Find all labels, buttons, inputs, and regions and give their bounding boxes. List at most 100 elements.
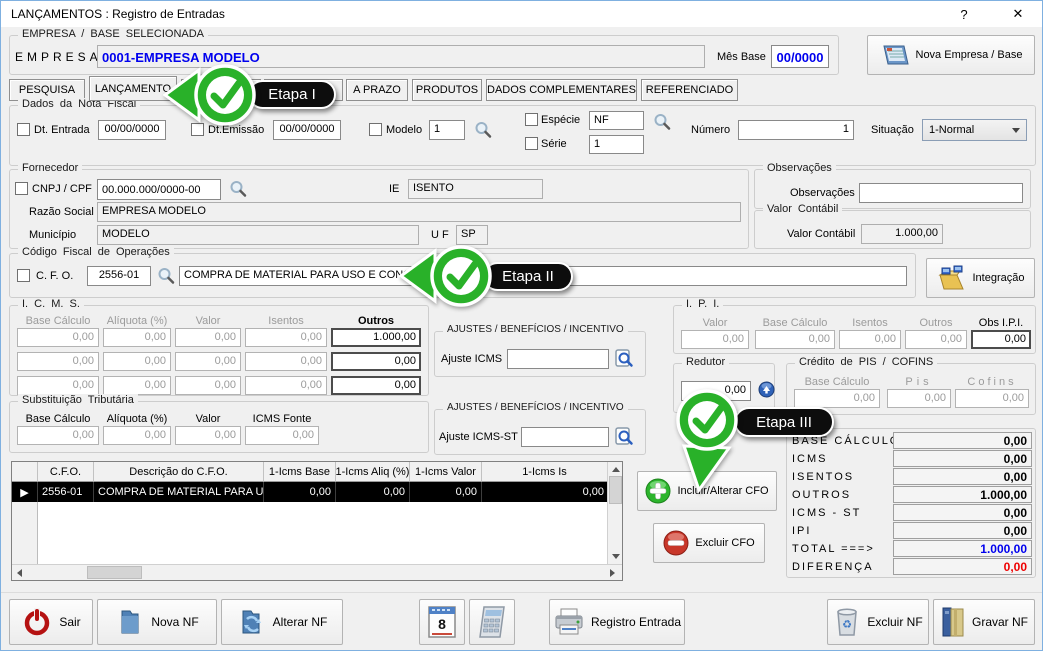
excluir-nf-button[interactable]: ♻ Excluir NF [827,599,929,645]
hscroll-thumb[interactable] [87,566,142,579]
alterar-nf-button[interactable]: Alterar NF [221,599,343,645]
ajuste-icms-st-field[interactable] [521,427,609,447]
ajuste-icms-st-lookup-icon[interactable] [615,427,634,446]
redutor-sphere-icon[interactable] [758,381,777,400]
cfo-table[interactable]: C.F.O. Descrição do C.F.O. 1-Icms Base 1… [11,461,623,581]
cnpj-checkbox[interactable] [15,182,28,195]
ajuste-icms-lookup-icon[interactable] [615,349,634,368]
tab-dados-complementares[interactable]: DADOS COMPLEMENTARES [486,79,637,101]
subst-cell[interactable]: 0,00 [17,426,99,445]
dt-entrada-field[interactable]: 00/00/0000 [98,120,166,140]
scroll-left-icon[interactable] [17,569,22,577]
especie-checkbox[interactable] [525,113,538,126]
icms-cell[interactable]: 0,00 [103,376,171,395]
table-row-marker: ▶ [12,482,38,502]
icms-cell[interactable]: 0,00 [175,376,241,395]
excluir-cfo-button[interactable]: Excluir CFO [653,523,765,563]
mes-base-field[interactable]: 00/0000 [771,45,829,68]
pis-cofins-cell[interactable]: 0,00 [955,389,1029,408]
subst-cell[interactable]: 0,00 [175,426,241,445]
table-hscrollbar[interactable] [12,564,622,580]
table-header-descricao[interactable]: Descrição do C.F.O. [94,462,264,482]
ipi-cell[interactable]: 0,00 [755,330,835,349]
icms-cell[interactable]: 0,00 [103,352,171,371]
dt-emissao-field[interactable]: 00/00/0000 [273,120,341,140]
dt-emissao-checkbox[interactable] [191,123,204,136]
serie-checkbox[interactable] [525,137,538,150]
cnpj-search-icon[interactable] [229,180,248,199]
empresa-field[interactable]: 0001-EMPRESA MODELO [97,45,705,68]
especie-search-icon[interactable] [653,113,672,132]
calendar-button[interactable]: 8 [419,599,465,645]
tab-produtos[interactable]: PRODUTOS [412,79,482,101]
table-header-icms-base[interactable]: 1-Icms Base [264,462,336,482]
table-cell-icms-isentos[interactable]: 0,00 [482,482,608,502]
modelo-field[interactable]: 1 [429,120,465,140]
icms-cell-outros[interactable]: 0,00 [331,376,421,395]
ipi-cell-obs[interactable]: 0,00 [971,330,1031,349]
table-header-icms-aliq[interactable]: 1-Icms Aliq (%) [336,462,410,482]
nova-nf-button[interactable]: Nova NF [97,599,217,645]
tab-a-prazo[interactable]: A PRAZO [346,79,408,101]
table-vscrollbar[interactable] [607,462,622,564]
table-cell-cfo[interactable]: 2556-01 [38,482,94,502]
tab-pesquisa[interactable]: PESQUISA [9,79,85,101]
subst-tributaria-legend: Substituição Tributária [18,394,138,406]
icms-cell-outros[interactable]: 0,00 [331,352,421,371]
scroll-right-icon[interactable] [610,569,615,577]
cnpj-field[interactable]: 00.000.000/0000-00 [97,179,221,200]
situacao-select[interactable]: 1-Normal [922,119,1027,141]
ipi-cell[interactable]: 0,00 [905,330,967,349]
scroll-down-icon[interactable] [612,554,620,559]
icms-cell[interactable]: 0,00 [17,352,99,371]
nova-empresa-base-button[interactable]: Nova Empresa / Base [867,35,1035,75]
numero-field[interactable]: 1 [738,120,854,140]
serie-field[interactable]: 1 [589,135,644,154]
table-cell-descricao[interactable]: COMPRA DE MATERIAL PARA USO E COI [94,482,264,502]
help-button[interactable]: ? [960,6,968,22]
icms-cell[interactable]: 0,00 [175,352,241,371]
pis-cofins-cell[interactable]: 0,00 [794,389,880,408]
close-button[interactable]: ✕ [1012,6,1024,21]
table-cell-icms-base[interactable]: 0,00 [264,482,336,502]
icms-cell[interactable]: 0,00 [103,328,171,347]
registro-entrada-button[interactable]: Registro Entrada [549,599,685,645]
icms-cell[interactable]: 0,00 [245,352,327,371]
subst-cell[interactable]: 0,00 [103,426,171,445]
table-header-cfo[interactable]: C.F.O. [38,462,94,482]
modelo-checkbox[interactable] [369,123,382,136]
table-header-icms-valor[interactable]: 1-Icms Valor [410,462,482,482]
table-header-icms-isentos[interactable]: 1-Icms Is [482,462,608,482]
modelo-search-icon[interactable] [474,121,493,140]
ipi-cell[interactable]: 0,00 [681,330,749,349]
icms-cell[interactable]: 0,00 [245,376,327,395]
integracao-button[interactable]: Integração [926,258,1035,298]
tab-lancamento[interactable]: LANÇAMENTO [89,76,177,101]
tab-referenciado[interactable]: REFERENCIADO [641,79,738,101]
scroll-up-icon[interactable] [612,467,620,472]
subst-cell[interactable]: 0,00 [245,426,319,445]
gravar-nf-button[interactable]: Gravar NF [933,599,1035,645]
vscroll-thumb[interactable] [609,476,622,504]
especie-field[interactable]: NF [589,111,644,130]
icms-cell-outros[interactable]: 1.000,00 [331,328,421,347]
icms-cell[interactable]: 0,00 [175,328,241,347]
calculator-button[interactable] [469,599,515,645]
icms-cell[interactable]: 0,00 [245,328,327,347]
icms-cell[interactable]: 0,00 [17,328,99,347]
cfo-search-icon[interactable] [157,267,176,286]
total-value: 1.000,00 [893,486,1032,503]
ajuste-icms-field[interactable] [507,349,609,369]
ipi-cell[interactable]: 0,00 [839,330,901,349]
dt-entrada-checkbox[interactable] [17,123,30,136]
subst-header: Valor [195,413,221,425]
pis-cofins-cell[interactable]: 0,00 [887,389,951,408]
cfo-codigo-field[interactable]: 2556-01 [87,266,151,286]
sair-button[interactable]: Sair [9,599,93,645]
cfo-checkbox[interactable] [17,269,30,282]
observacoes-field[interactable] [859,183,1023,203]
table-cell-icms-valor[interactable]: 0,00 [410,482,482,502]
icms-cell[interactable]: 0,00 [17,376,99,395]
table-cell-icms-aliq[interactable]: 0,00 [336,482,410,502]
